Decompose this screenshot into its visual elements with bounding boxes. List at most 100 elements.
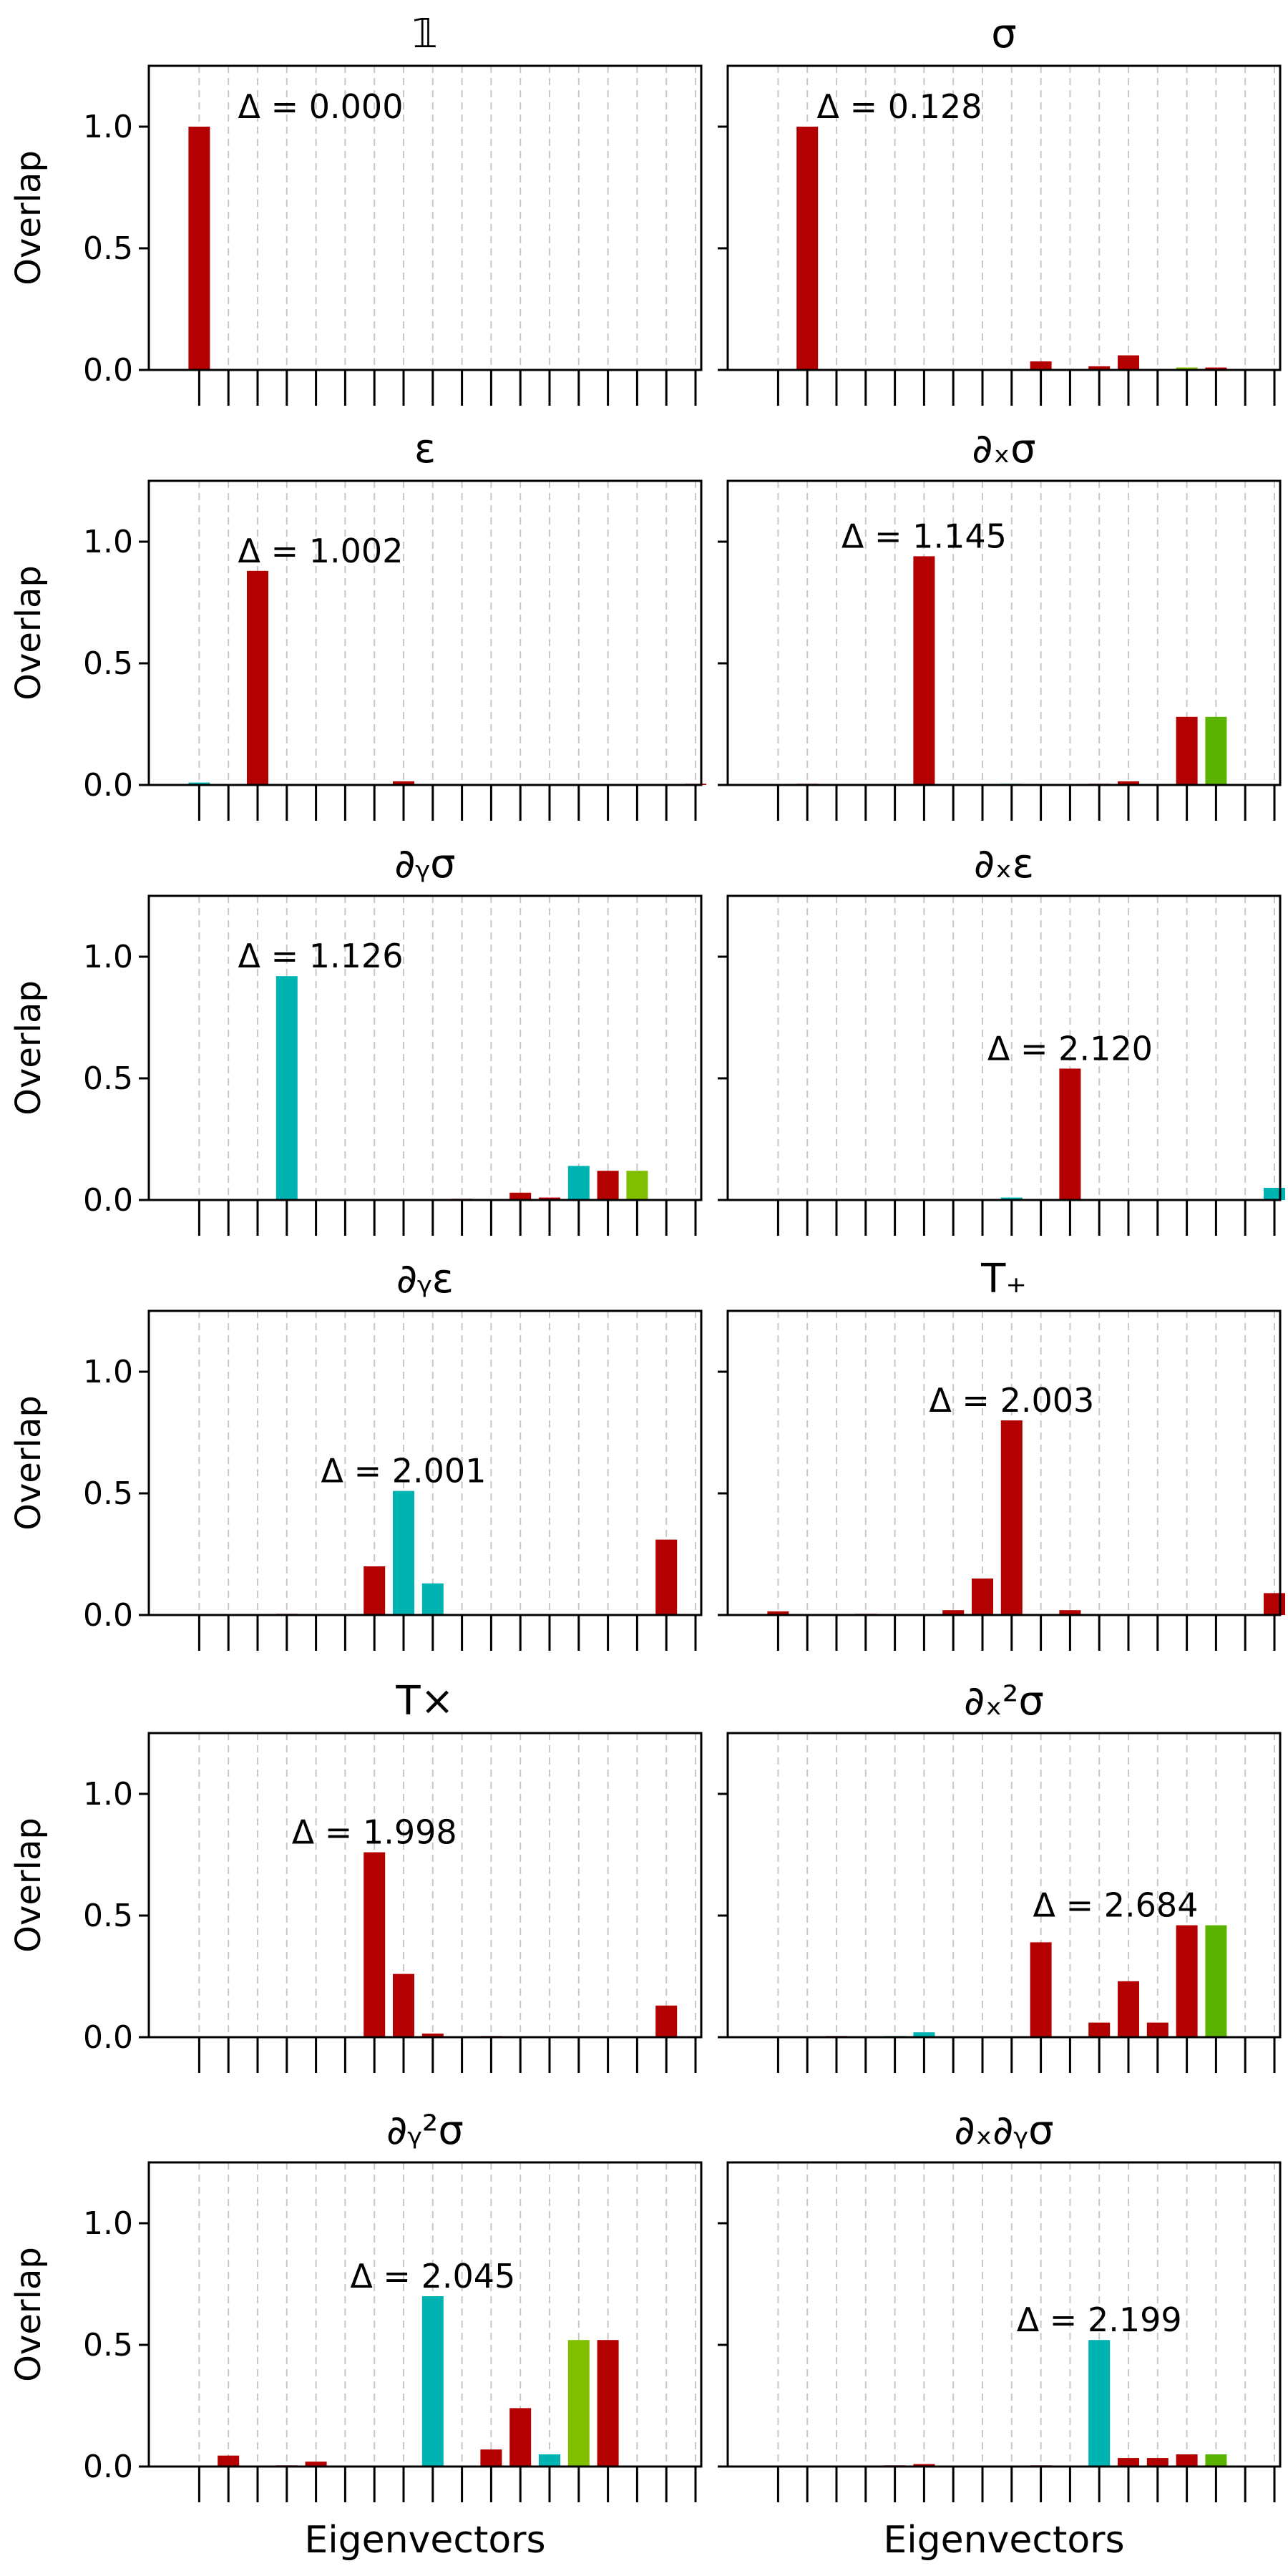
y-axis-label: Overlap xyxy=(9,1395,49,1531)
x-axis-label: Eigenvectors xyxy=(883,2519,1124,2562)
y-tick-label: 0.5 xyxy=(83,1898,133,1934)
chart-panel: σΔ = 0.128 xyxy=(718,11,1282,406)
axes-frame xyxy=(726,479,1282,786)
axes-frame xyxy=(147,1309,703,1616)
y-tick-label: 1.0 xyxy=(83,1354,133,1390)
bar xyxy=(1088,2022,1111,2037)
bar xyxy=(913,556,935,785)
chart-title: T× xyxy=(395,1678,454,1724)
bar xyxy=(364,1852,386,2037)
bar xyxy=(393,781,414,785)
y-tick-label: 0.0 xyxy=(83,767,133,804)
chart-title: ∂ₓ²σ xyxy=(964,1678,1044,1724)
bar xyxy=(393,1491,414,1615)
y-tick-label: 1.0 xyxy=(83,2205,133,2242)
bar xyxy=(942,1610,965,1615)
bar xyxy=(1030,1942,1052,2037)
y-tick-label: 1.0 xyxy=(83,524,133,560)
bar xyxy=(913,2032,935,2037)
y-tick-label: 0.5 xyxy=(83,230,133,267)
delta-annotation: Δ = 1.126 xyxy=(238,937,404,975)
chart-panel: ∂ₓ²σ Δ = 2.684 xyxy=(718,1678,1282,2073)
delta-annotation: Δ = 2.003 xyxy=(929,1381,1094,1420)
chart-title: ε xyxy=(414,426,436,472)
chart-panel: 0.0 0.5 1.0 Overlap ∂ᵧε Δ = 2.001 xyxy=(9,1256,703,1651)
chart-title: σ xyxy=(991,11,1017,57)
bar xyxy=(1088,2340,1111,2467)
y-tick-label: 0.5 xyxy=(83,645,133,682)
delta-annotation: Δ = 2.045 xyxy=(350,2257,515,2296)
bar xyxy=(1205,716,1227,785)
bar xyxy=(1205,1925,1227,2037)
axes-frame xyxy=(147,64,703,371)
bar xyxy=(1059,1610,1081,1615)
bar xyxy=(1146,2022,1169,2037)
chart-panel: T₊ Δ = 2.003 xyxy=(718,1256,1285,1651)
x-axis-label: Eigenvectors xyxy=(304,2519,545,2562)
bar xyxy=(539,2454,560,2467)
bar xyxy=(275,976,298,1200)
delta-annotation: Δ = 0.128 xyxy=(817,87,982,126)
y-axis-label: Overlap xyxy=(9,1818,49,1953)
bar xyxy=(1176,2454,1198,2467)
y-tick-label: 1.0 xyxy=(83,939,133,975)
delta-annotation: Δ = 1.002 xyxy=(238,532,404,570)
y-tick-label: 0.0 xyxy=(83,1182,133,1219)
chart-panel: 0.0 0.5 1.0 Overlap 𝟙Δ = 0.000 xyxy=(9,11,703,406)
chart-panel: 0.0 0.5 1.0 Overlap T× Δ = 1.998 xyxy=(9,1678,703,2073)
axes-frame xyxy=(726,64,1282,371)
bar xyxy=(1000,1197,1023,1200)
bar xyxy=(247,570,268,785)
bar xyxy=(480,2449,502,2467)
y-tick-label: 0.5 xyxy=(83,1475,133,1512)
chart-title: ∂ᵧε xyxy=(396,1256,454,1302)
bar xyxy=(1205,367,1227,370)
y-tick-label: 0.5 xyxy=(83,1060,133,1097)
bar xyxy=(1118,1981,1139,2037)
bar xyxy=(913,2464,935,2467)
bar xyxy=(796,127,819,370)
chart-panel: 0.0 0.5 1.0 Overlap ∂ᵧ²σ Δ = 2.045 Eigenvector… xyxy=(9,2107,703,2562)
bar xyxy=(1205,2454,1227,2467)
axes-frame xyxy=(147,479,703,786)
bar xyxy=(218,2455,240,2467)
chart-title: 𝟙 xyxy=(412,11,438,57)
y-tick-label: 1.0 xyxy=(83,1776,133,1813)
bar xyxy=(655,2005,678,2037)
bar xyxy=(393,1974,414,2037)
bar xyxy=(1146,2458,1169,2467)
y-tick-label: 0.0 xyxy=(83,2019,133,2056)
bar xyxy=(972,1579,993,1615)
bar xyxy=(1088,366,1111,370)
bar xyxy=(509,2408,532,2467)
y-axis-label: Overlap xyxy=(9,565,49,701)
axes-frame xyxy=(147,2161,703,2468)
y-tick-label: 1.0 xyxy=(83,109,133,145)
axes-frame xyxy=(147,1732,703,2039)
bar xyxy=(421,2033,444,2037)
bar xyxy=(539,1197,560,1200)
chart-panel: 0.0 0.5 1.0 Overlap ∂ᵧσ Δ = 1.126 xyxy=(9,841,703,1236)
axes-frame xyxy=(726,894,1282,1201)
bar xyxy=(305,2462,327,2467)
delta-annotation: Δ = 0.000 xyxy=(238,87,404,126)
y-tick-label: 0.5 xyxy=(83,2327,133,2363)
bar xyxy=(188,782,210,785)
axes-frame xyxy=(726,1309,1282,1616)
bar xyxy=(364,1566,386,1615)
delta-annotation: Δ = 2.001 xyxy=(321,1452,487,1491)
y-axis-label: Overlap xyxy=(9,980,49,1116)
delta-annotation: Δ = 2.684 xyxy=(1033,1886,1199,1925)
bar xyxy=(1000,1420,1023,1615)
bar xyxy=(567,2340,590,2467)
bar xyxy=(1059,1068,1081,1200)
y-tick-label: 0.0 xyxy=(83,2449,133,2485)
y-axis-label: Overlap xyxy=(9,2247,49,2382)
bar xyxy=(1264,1593,1285,1615)
chart-panel: ∂ₓε Δ = 2.120 xyxy=(718,841,1285,1236)
chart-title: ∂ₓε xyxy=(974,841,1034,887)
delta-annotation: Δ = 1.145 xyxy=(841,517,1007,555)
y-tick-label: 0.0 xyxy=(83,352,133,389)
axes-frame xyxy=(726,2161,1282,2468)
